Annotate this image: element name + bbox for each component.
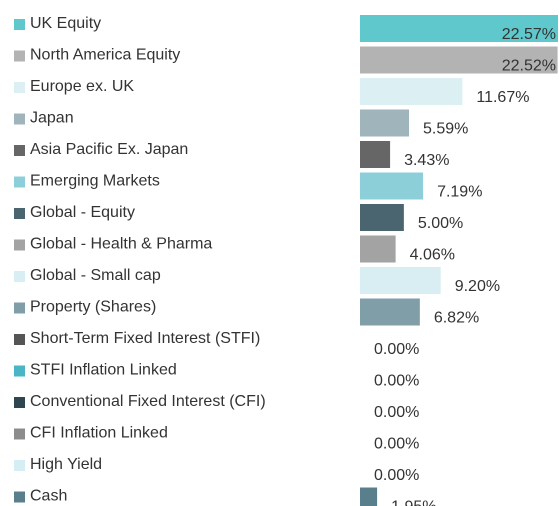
category-label: Cash bbox=[30, 488, 67, 505]
legend-swatch bbox=[14, 302, 25, 314]
bar bbox=[360, 172, 424, 200]
legend-swatch bbox=[14, 113, 25, 125]
bar bbox=[360, 267, 441, 294]
value-label: 3.43% bbox=[404, 152, 449, 169]
legend-swatch bbox=[14, 365, 25, 377]
legend-swatch bbox=[14, 145, 25, 156]
category-label: CFI Inflation Linked bbox=[30, 425, 168, 442]
bar bbox=[360, 235, 396, 263]
category-label: Property (Shares) bbox=[30, 299, 156, 316]
category-label: Short-Term Fixed Interest (STFI) bbox=[30, 330, 260, 347]
legend-swatch bbox=[14, 82, 25, 93]
bar bbox=[360, 46, 558, 74]
category-label: UK Equity bbox=[30, 15, 101, 32]
bar bbox=[360, 141, 391, 168]
category-label: Japan bbox=[30, 110, 74, 127]
legend-swatch bbox=[14, 428, 25, 440]
category-label: STFI Inflation Linked bbox=[30, 362, 177, 379]
value-label: 6.82% bbox=[434, 310, 479, 327]
value-label: 11.67% bbox=[476, 89, 529, 106]
value-label: 7.19% bbox=[437, 184, 482, 201]
legend-swatch bbox=[14, 176, 25, 188]
legend-swatch bbox=[14, 491, 25, 503]
legend-swatch bbox=[14, 239, 25, 251]
legend-swatch bbox=[14, 397, 25, 408]
legend-swatch bbox=[14, 208, 25, 219]
bar bbox=[360, 109, 410, 137]
value-label: 4.06% bbox=[410, 247, 455, 264]
value-label: 0.00% bbox=[374, 373, 419, 390]
value-label: 0.00% bbox=[374, 467, 419, 484]
category-label: Global - Small cap bbox=[30, 267, 161, 284]
category-label: Europe ex. UK bbox=[30, 78, 134, 95]
category-label: Conventional Fixed Interest (CFI) bbox=[30, 393, 266, 410]
value-label: 0.00% bbox=[374, 341, 419, 358]
value-label: 22.57% bbox=[502, 26, 556, 43]
value-label: 0.00% bbox=[374, 404, 419, 421]
legend-swatch bbox=[14, 271, 25, 282]
bar bbox=[360, 487, 378, 506]
bar bbox=[360, 15, 558, 42]
category-label: High Yield bbox=[30, 456, 102, 473]
category-label: Global - Equity bbox=[30, 204, 135, 221]
category-label: Asia Pacific Ex. Japan bbox=[30, 141, 188, 158]
value-label: 22.52% bbox=[502, 58, 556, 75]
category-label: North America Equity bbox=[30, 47, 180, 64]
category-label: Emerging Markets bbox=[30, 173, 160, 190]
value-label: 1.95% bbox=[391, 499, 436, 506]
category-label: Global - Health & Pharma bbox=[30, 236, 212, 253]
value-label: 9.20% bbox=[455, 278, 500, 295]
legend-swatch bbox=[14, 50, 25, 62]
bar bbox=[360, 78, 463, 105]
value-label: 5.59% bbox=[423, 121, 468, 138]
legend-swatch bbox=[14, 334, 25, 345]
legend-swatch bbox=[14, 19, 25, 30]
bar bbox=[360, 298, 420, 326]
value-label: 0.00% bbox=[374, 436, 419, 453]
value-label: 5.00% bbox=[418, 215, 463, 232]
bar bbox=[360, 204, 404, 231]
legend-swatch bbox=[14, 460, 25, 471]
